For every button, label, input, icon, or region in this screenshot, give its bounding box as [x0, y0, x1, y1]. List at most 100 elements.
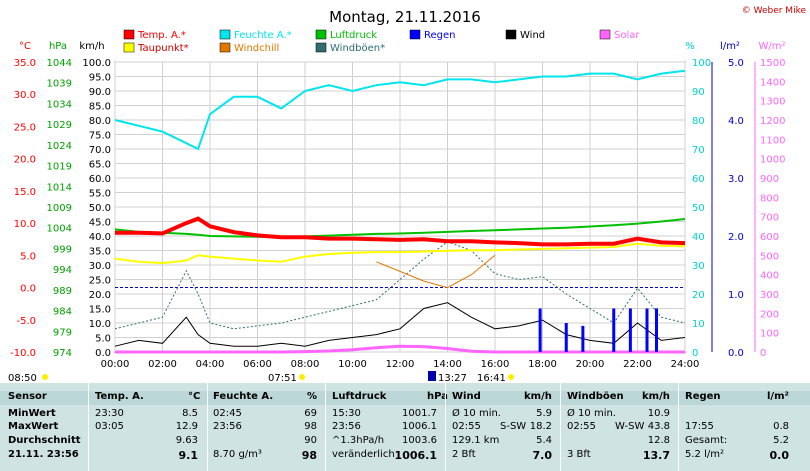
hum-time: 23:56: [213, 421, 242, 432]
rain-bar: [645, 308, 649, 352]
solar-tick-label: 500: [760, 251, 779, 262]
solar-tick-label: 400: [760, 271, 779, 282]
solar-tick-label: 1500: [760, 58, 785, 69]
wind-tick-label: 95.0: [89, 73, 111, 84]
rain-value: 5.2: [773, 435, 789, 446]
gust-label: 02:55: [567, 421, 596, 432]
temp-tick-label: 0.0: [20, 284, 36, 295]
press-value: 1006.1: [394, 449, 437, 462]
press-tick-label: 1004: [47, 224, 72, 235]
temp-tick-label: 5.0: [20, 251, 36, 262]
weather-chart: Montag, 21.11.2016 © Weber Mike Temp. A.* F…: [8, 6, 807, 383]
wind-label: 129.1 km: [452, 435, 500, 446]
legend-label: Luftdruck: [330, 30, 377, 41]
wind-value: 18.2: [529, 421, 552, 432]
temp-value: 8.5: [182, 408, 198, 419]
sunset-label: 16:41: [477, 373, 506, 383]
noon-label: 13:27: [438, 373, 467, 383]
table-header-row: Sensor Temp. A. °C Feuchte A. % Luftdruc…: [0, 391, 810, 405]
legend-swatch: [123, 29, 135, 40]
hum-time: 02:45: [213, 408, 242, 419]
solar-tick-label: 1300: [760, 97, 785, 108]
series-dewpoint: [114, 242, 686, 265]
press-value: 1001.7: [402, 408, 437, 419]
temp-tick-label: 15.0: [14, 187, 36, 198]
time-tick-label: 20:00: [576, 359, 605, 370]
temp-value: 12.9: [175, 421, 198, 432]
rain-bar: [564, 323, 568, 352]
wind-tick-label: 80.0: [89, 116, 111, 127]
rain-bar: [581, 325, 585, 352]
hdr-gust-unit: km/h: [642, 391, 670, 402]
rain-tick-label: 1.0: [728, 290, 744, 301]
press-tick-label: 1024: [47, 141, 72, 152]
gust-value: 12.8: [647, 435, 670, 446]
hdr-press-unit: hPa: [427, 391, 448, 402]
legend-label: Taupunkt*: [137, 43, 189, 54]
copyright-text: © Weber Mike: [742, 6, 807, 16]
left-time-label: 08:50: [8, 373, 37, 383]
press-tick-label: 994: [53, 265, 72, 276]
solar-tick-label: 1200: [760, 116, 785, 127]
time-tick-label: 06:00: [243, 359, 272, 370]
hum-tick-label: 0: [692, 348, 698, 359]
wind-tick-label: 50.0: [89, 203, 111, 214]
rain-tick-label: 4.0: [728, 116, 744, 127]
series-humidity: [114, 69, 686, 151]
time-tick-label: 16:00: [481, 359, 510, 370]
temp-tick-label: 20.0: [14, 155, 36, 166]
legend-swatch: [315, 29, 327, 40]
time-tick-label: 02:00: [148, 359, 177, 370]
row-label: MinWert: [8, 408, 56, 419]
gust-label: 3 Bft: [567, 449, 591, 460]
gust-value: 13.7: [642, 449, 670, 462]
hum-value: 90: [304, 435, 317, 446]
press-tick-label: 1014: [47, 182, 72, 193]
hum-value: 69: [304, 408, 317, 419]
rain-bar: [628, 308, 632, 352]
rain-label: Gesamt:: [685, 435, 728, 446]
time-tick-label: 10:00: [338, 359, 367, 370]
series-wind: [114, 302, 686, 347]
solar-tick-label: 800: [760, 193, 779, 204]
wind-label: Ø 10 min.: [452, 408, 501, 419]
hum-tick-label: 50: [692, 203, 705, 214]
temp-value: 9.63: [175, 435, 198, 446]
sunrise-label: 07:51: [268, 373, 297, 383]
table-row: 21.11. 23:56 9.1 8.70 g/m³ 98 veränderlich 10…: [0, 449, 810, 463]
wind-tick-label: 45.0: [89, 218, 111, 229]
hum-value: 98: [301, 449, 317, 462]
press-tick-label: 979: [53, 327, 72, 338]
press-tick-label: 984: [53, 307, 72, 318]
legend-label: Feuchte A.*: [234, 30, 292, 41]
rain-bar: [612, 308, 616, 352]
temp-tick-label: 10.0: [14, 219, 36, 230]
hdr-hum: Feuchte A.: [213, 391, 274, 402]
legend-label: Temp. A.*: [137, 30, 186, 41]
legend-swatch: [219, 29, 231, 40]
wind-tick-label: 55.0: [89, 189, 111, 200]
hum-axis-unit: %: [685, 41, 695, 52]
press-tick-label: 1039: [47, 79, 72, 90]
press-tick-label: 1034: [47, 99, 72, 110]
solar-tick-label: 700: [760, 213, 779, 224]
legend-swatch: [505, 29, 517, 40]
wind-label: 2 Bft: [452, 449, 476, 460]
temp-value: 9.1: [178, 449, 199, 462]
press-time: ^1.3hPa/h: [332, 435, 385, 446]
time-tick-label: 24:00: [671, 359, 700, 370]
legend-label: Windchill: [234, 43, 279, 54]
wind-tick-label: 100.0: [82, 58, 111, 69]
legend-swatch: [599, 29, 611, 40]
time-tick-label: 22:00: [623, 359, 652, 370]
wind-tick-label: 15.0: [89, 305, 111, 316]
hdr-gust: Windböen: [567, 391, 624, 402]
solar-tick-label: 200: [760, 309, 779, 320]
temp-tick-label: -5.0: [16, 316, 36, 327]
solar-tick-label: 600: [760, 232, 779, 243]
legend-swatch: [123, 42, 135, 53]
temp-tick-label: -10.0: [10, 348, 36, 359]
hum-tick-label: 30: [692, 261, 705, 272]
hum-tick-label: 60: [692, 174, 705, 185]
press-value: 1006.1: [402, 421, 437, 432]
